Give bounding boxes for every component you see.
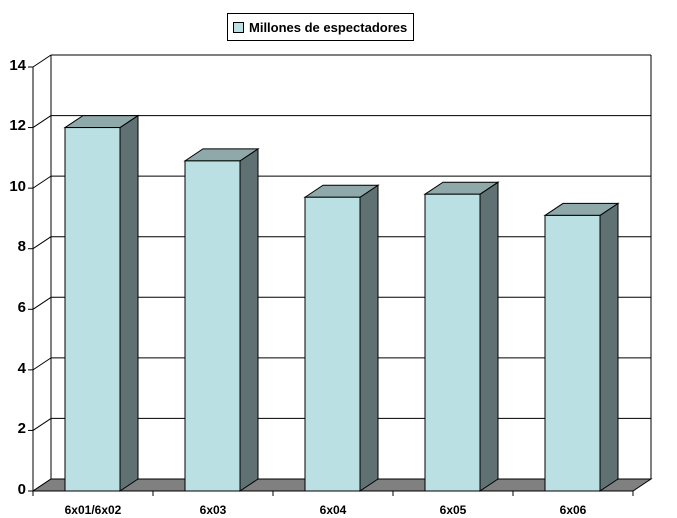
x-tick-label: 6x05 <box>439 503 467 517</box>
x-tick-label: 6x01/6x02 <box>64 503 122 517</box>
y-tick-label: 0 <box>17 481 26 498</box>
y-tick-label: 14 <box>9 57 26 74</box>
x-tick-label: 6x03 <box>199 503 227 517</box>
legend-swatch-icon <box>233 21 244 33</box>
y-tick-label: 10 <box>9 178 26 195</box>
y-tick-label: 8 <box>17 238 26 255</box>
x-tick-label: 6x04 <box>319 503 347 517</box>
y-tick-label: 4 <box>17 360 26 377</box>
chart-legend: Millones de espectadores <box>227 13 415 41</box>
y-tick-label: 6 <box>17 299 26 316</box>
x-tick-label: 6x06 <box>559 503 587 517</box>
y-tick-label: 2 <box>17 420 26 437</box>
legend-label: Millones de espectadores <box>249 19 408 35</box>
y-tick-label: 12 <box>9 117 26 134</box>
